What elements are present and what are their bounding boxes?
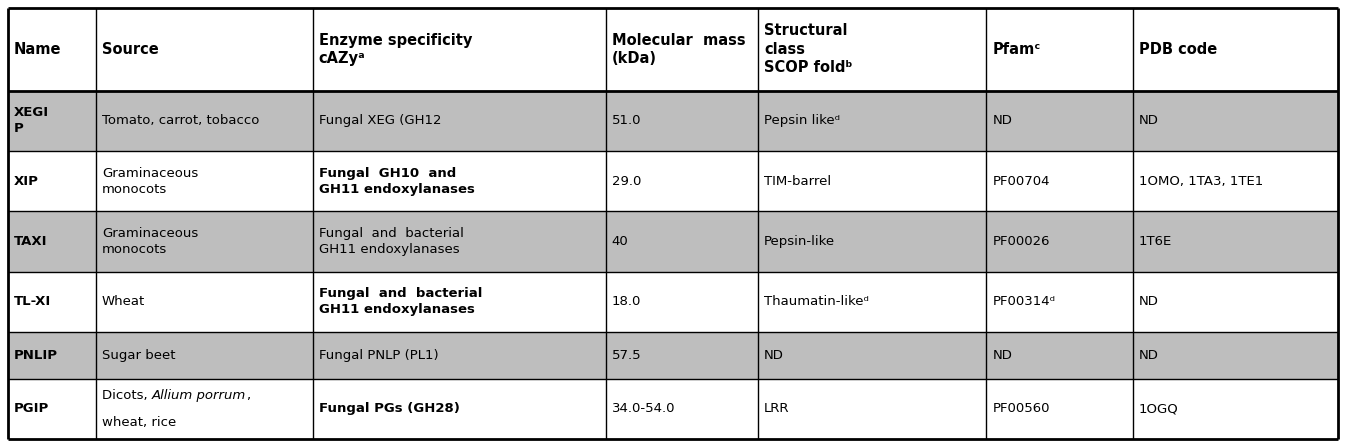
Text: ,: , bbox=[246, 389, 250, 402]
Text: TL-XI: TL-XI bbox=[13, 295, 51, 308]
Text: ND: ND bbox=[765, 349, 783, 362]
Text: PDB code: PDB code bbox=[1139, 42, 1217, 57]
Text: ND: ND bbox=[992, 114, 1012, 127]
Text: Fungal  and  bacterial
GH11 endoxylanases: Fungal and bacterial GH11 endoxylanases bbox=[319, 227, 463, 256]
Text: 57.5: 57.5 bbox=[611, 349, 641, 362]
Text: Dicots,: Dicots, bbox=[102, 389, 152, 402]
Text: Structural
class
SCOP foldᵇ: Structural class SCOP foldᵇ bbox=[765, 23, 852, 76]
Text: ND: ND bbox=[1139, 114, 1159, 127]
Text: Source: Source bbox=[102, 42, 159, 57]
Text: PF00026: PF00026 bbox=[992, 235, 1050, 248]
Text: PNLIP: PNLIP bbox=[13, 349, 58, 362]
Bar bbox=[8, 91, 1338, 151]
Text: wheat, rice: wheat, rice bbox=[102, 416, 176, 429]
Bar bbox=[8, 8, 1338, 91]
Text: PF00560: PF00560 bbox=[992, 402, 1050, 415]
Text: LRR: LRR bbox=[765, 402, 790, 415]
Text: Pfamᶜ: Pfamᶜ bbox=[992, 42, 1040, 57]
Bar bbox=[8, 272, 1338, 332]
Text: Wheat: Wheat bbox=[102, 295, 145, 308]
Text: Pepsin likeᵈ: Pepsin likeᵈ bbox=[765, 114, 840, 127]
Text: Fungal XEG (GH12: Fungal XEG (GH12 bbox=[319, 114, 441, 127]
Text: Name: Name bbox=[13, 42, 62, 57]
Text: Thaumatin-likeᵈ: Thaumatin-likeᵈ bbox=[765, 295, 870, 308]
Text: Molecular  mass
(kDa): Molecular mass (kDa) bbox=[611, 33, 746, 66]
Text: Allium porrum: Allium porrum bbox=[152, 389, 246, 402]
Text: 18.0: 18.0 bbox=[611, 295, 641, 308]
Text: PF00314ᵈ: PF00314ᵈ bbox=[992, 295, 1055, 308]
Text: Enzyme specificity
cAZyᵃ: Enzyme specificity cAZyᵃ bbox=[319, 33, 472, 66]
Text: Fungal PNLP (PL1): Fungal PNLP (PL1) bbox=[319, 349, 439, 362]
Text: Graminaceous
monocots: Graminaceous monocots bbox=[102, 227, 198, 256]
Text: 29.0: 29.0 bbox=[611, 175, 641, 188]
Text: Fungal  GH10  and
GH11 endoxylanases: Fungal GH10 and GH11 endoxylanases bbox=[319, 167, 475, 196]
Text: TIM-barrel: TIM-barrel bbox=[765, 175, 830, 188]
Text: PGIP: PGIP bbox=[13, 402, 50, 415]
Text: Fungal  and  bacterial
GH11 endoxylanases: Fungal and bacterial GH11 endoxylanases bbox=[319, 287, 482, 316]
Bar bbox=[8, 379, 1338, 439]
Bar bbox=[8, 151, 1338, 211]
Bar bbox=[8, 332, 1338, 379]
Text: XEGI
P: XEGI P bbox=[13, 106, 48, 135]
Text: 40: 40 bbox=[611, 235, 629, 248]
Text: ND: ND bbox=[992, 349, 1012, 362]
Text: XIP: XIP bbox=[13, 175, 39, 188]
Text: Fungal PGs (GH28): Fungal PGs (GH28) bbox=[319, 402, 459, 415]
Text: Graminaceous
monocots: Graminaceous monocots bbox=[102, 167, 198, 196]
Text: 34.0-54.0: 34.0-54.0 bbox=[611, 402, 676, 415]
Text: Sugar beet: Sugar beet bbox=[102, 349, 175, 362]
Text: 1OMO, 1TA3, 1TE1: 1OMO, 1TA3, 1TE1 bbox=[1139, 175, 1263, 188]
Text: Tomato, carrot, tobacco: Tomato, carrot, tobacco bbox=[102, 114, 260, 127]
Text: 1T6E: 1T6E bbox=[1139, 235, 1172, 248]
Text: ND: ND bbox=[1139, 295, 1159, 308]
Text: 51.0: 51.0 bbox=[611, 114, 641, 127]
Text: ND: ND bbox=[1139, 349, 1159, 362]
Text: 1OGQ: 1OGQ bbox=[1139, 402, 1179, 415]
Bar bbox=[8, 211, 1338, 272]
Text: PF00704: PF00704 bbox=[992, 175, 1050, 188]
Text: TAXI: TAXI bbox=[13, 235, 47, 248]
Text: Pepsin-like: Pepsin-like bbox=[765, 235, 835, 248]
